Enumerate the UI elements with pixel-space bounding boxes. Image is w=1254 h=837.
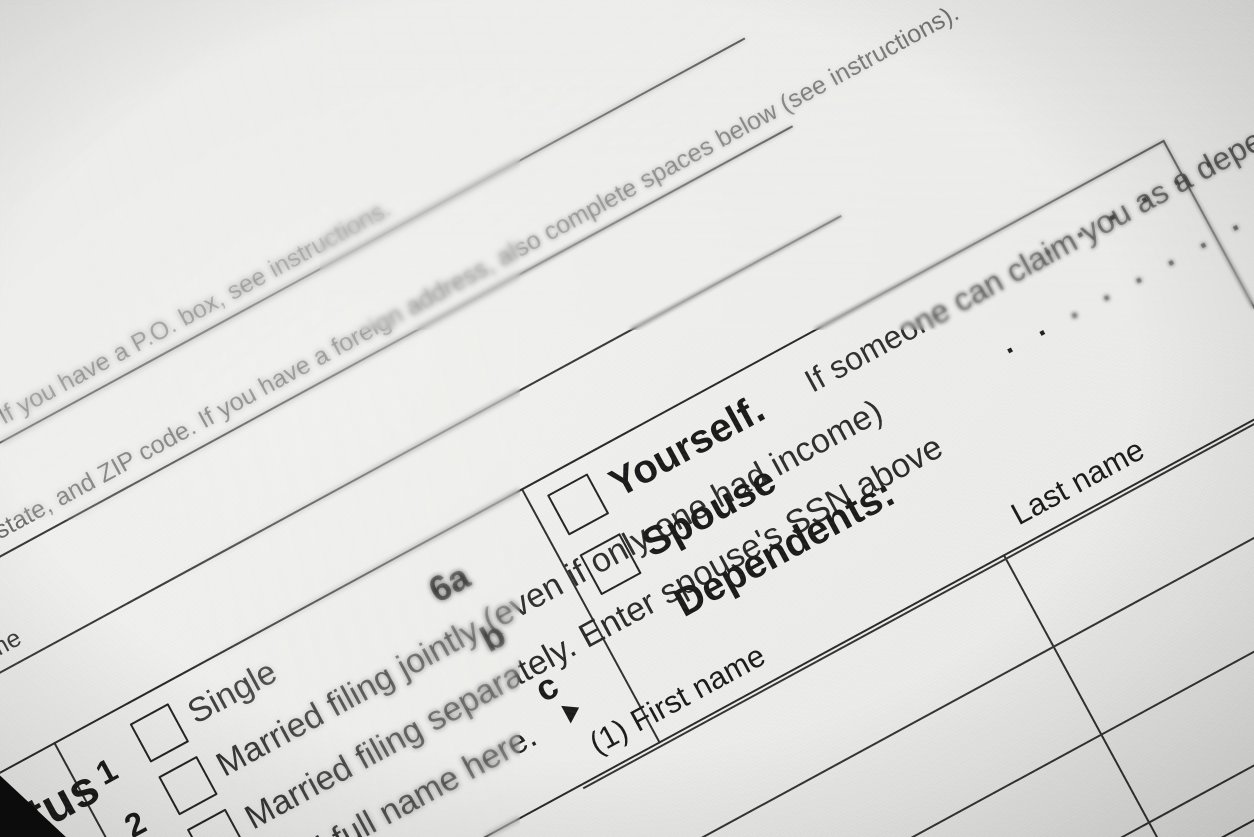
filing-option-1-checkbox[interactable] — [129, 703, 190, 763]
dependent-row-rule-2[interactable] — [678, 572, 1254, 837]
address-street-label: address (number and street). If you have… — [0, 194, 396, 588]
right-arrow-icon — [561, 698, 584, 724]
dependent-row-rule-3[interactable] — [725, 660, 1254, 837]
address-foreign-country-label: Foreign country name — [0, 623, 27, 766]
dependent-row-rule-4[interactable] — [773, 748, 1254, 837]
exemption-6a-checkbox[interactable] — [546, 473, 610, 536]
filing-option-2-label[interactable]: Married filing jointly (even if only one… — [210, 392, 889, 785]
filing-option-2-number: 2 — [118, 803, 153, 837]
filing-option-2-checkbox[interactable] — [158, 755, 218, 816]
income-line-7-label: Wages, salaries, tips, etc. Attach Form(… — [1243, 685, 1254, 837]
total-exemptions-label: Total number of exemptions claimed — [1197, 667, 1254, 837]
exemption-line-6a-code: 6a — [421, 555, 477, 611]
filing-option-3-checkbox[interactable] — [186, 808, 247, 837]
